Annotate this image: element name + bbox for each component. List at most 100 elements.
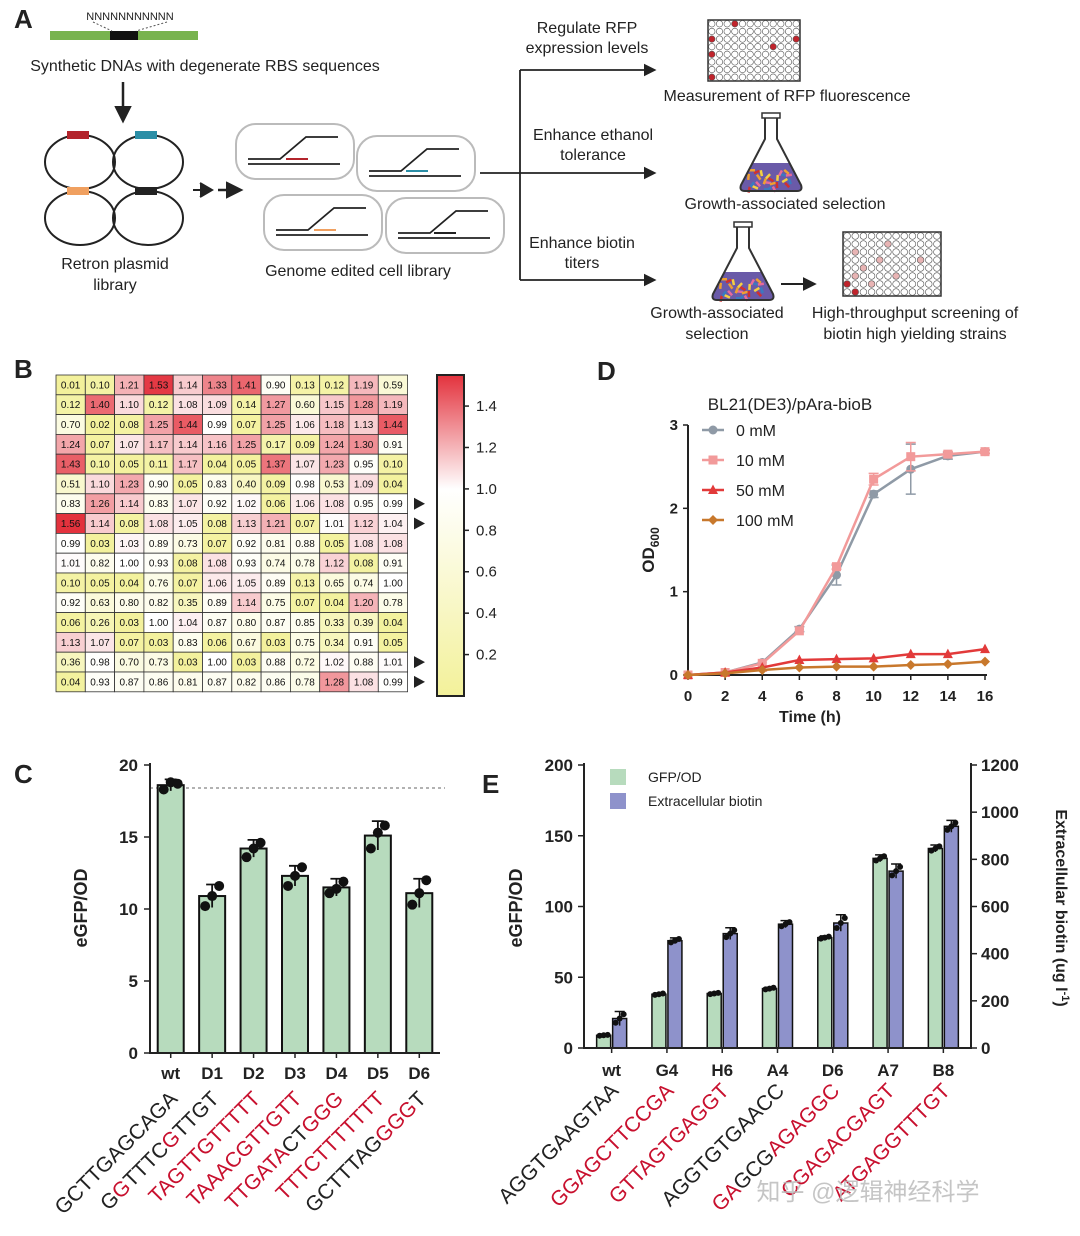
well: [715, 50, 724, 58]
well: [900, 256, 908, 264]
heatmap-value: 0.75: [266, 598, 286, 609]
data-point: [331, 883, 342, 894]
well: [754, 27, 762, 35]
well: [916, 272, 925, 280]
panel-a: A NNNNNNNNNNN Synthetic DNAs with degene…: [14, 4, 1019, 343]
heatmap-value: 0.92: [61, 598, 81, 609]
heatmap-value: 1.03: [120, 539, 140, 550]
data-point: [942, 659, 953, 670]
heatmap-value: 0.03: [178, 658, 198, 669]
well: [738, 35, 747, 43]
heatmap-value: 0.10: [383, 460, 403, 471]
data-point: [338, 876, 349, 887]
cell-particle: [721, 290, 727, 297]
y-tick-label: 200: [545, 756, 573, 775]
well: [925, 248, 933, 256]
well: [843, 232, 851, 240]
well: [843, 288, 851, 296]
heatmap-value: 1.01: [325, 519, 345, 530]
data-point: [906, 452, 916, 462]
well: [738, 50, 747, 58]
well: [867, 272, 876, 280]
heatmap-value: 1.05: [237, 578, 257, 589]
colorbar-tick-label: 1.2: [476, 439, 497, 456]
data-point: [868, 652, 879, 663]
data-point: [708, 484, 718, 494]
heatmap-value: 0.99: [207, 420, 227, 431]
well-plate-icon: [707, 19, 801, 82]
well: [792, 20, 800, 28]
well: [851, 240, 859, 248]
heatmap-value: 1.06: [295, 420, 315, 431]
data-point: [200, 901, 211, 912]
well: [908, 264, 917, 272]
heatmap-value: 1.33: [207, 380, 227, 391]
cell-caption: Genome edited cell library: [265, 263, 451, 280]
well: [723, 73, 731, 81]
heatmap-value: 1.21: [266, 519, 286, 530]
legend-swatch: [610, 769, 626, 785]
data-point: [214, 880, 225, 891]
heatmap-value: 0.99: [383, 499, 403, 510]
well: [916, 248, 925, 256]
heatmap-value: 0.05: [237, 460, 257, 471]
colorbar-tick-label: 1.0: [476, 481, 497, 498]
cell-particle: [734, 287, 739, 294]
heatmap-value: 1.19: [383, 400, 403, 411]
heatmap-value: 0.33: [325, 618, 345, 629]
data-point: [952, 819, 959, 826]
heatmap-value: 0.36: [61, 658, 81, 669]
cell-particle: [741, 290, 748, 295]
cell-particle: [752, 282, 759, 287]
well: [784, 50, 793, 58]
heatmap-value: 0.87: [120, 677, 140, 688]
well: [867, 256, 876, 264]
heatmap-value: 0.05: [325, 539, 345, 550]
panel-e: E eGFP/OD Extracellular biotin (ug l-1) …: [482, 756, 1071, 1216]
heatmap-value: 1.18: [325, 420, 345, 431]
data-point: [414, 888, 425, 899]
well: [792, 50, 800, 58]
well: [761, 73, 770, 81]
heatmap-value: 1.24: [325, 440, 345, 451]
well: [792, 43, 800, 51]
heatmap-value: 0.85: [295, 618, 315, 629]
cell-particle: [749, 181, 755, 188]
heatmap-value: 0.04: [120, 578, 140, 589]
heatmap-value: 0.05: [178, 479, 198, 490]
output3a-label-2: selection: [685, 326, 748, 343]
well: [876, 248, 884, 256]
bar: [722, 932, 738, 1049]
bar: [363, 834, 392, 1054]
data-point: [675, 935, 682, 942]
heatmap-value: 0.59: [383, 380, 403, 391]
flask-icon: [711, 221, 775, 302]
well: [884, 240, 892, 248]
flask-outline: [711, 226, 775, 301]
bar: [777, 923, 794, 1049]
heatmap-value: 0.87: [266, 618, 286, 629]
heatmap-value: 0.86: [266, 677, 286, 688]
heatmap-value: 0.83: [61, 499, 81, 510]
well: [884, 280, 892, 288]
y-tick-label: 10: [119, 900, 138, 919]
cell-particle: [769, 181, 776, 186]
heatmap-value: 1.09: [354, 479, 374, 490]
flask-rim: [761, 112, 781, 119]
row-markers: [414, 497, 425, 688]
y-tick-label: 5: [129, 972, 138, 991]
heatmap-value: 0.78: [295, 559, 315, 570]
heatmap-value: 0.87: [207, 618, 227, 629]
well: [738, 58, 747, 66]
y-tick-label: 15: [119, 828, 138, 847]
heatmap-value: 0.03: [149, 638, 169, 649]
heatmap-value: 0.07: [90, 440, 110, 451]
colorbar-ticks: 1.4 1.2 1.0 0.8 0.6 0.4 0.2: [464, 398, 497, 664]
well: [916, 264, 925, 272]
heatmap-value: 0.53: [325, 479, 345, 490]
y2-tick-label: 1200: [981, 756, 1019, 775]
heatmap-value: 1.02: [325, 658, 345, 669]
well: [900, 272, 908, 280]
well: [715, 58, 724, 66]
well: [784, 27, 793, 35]
